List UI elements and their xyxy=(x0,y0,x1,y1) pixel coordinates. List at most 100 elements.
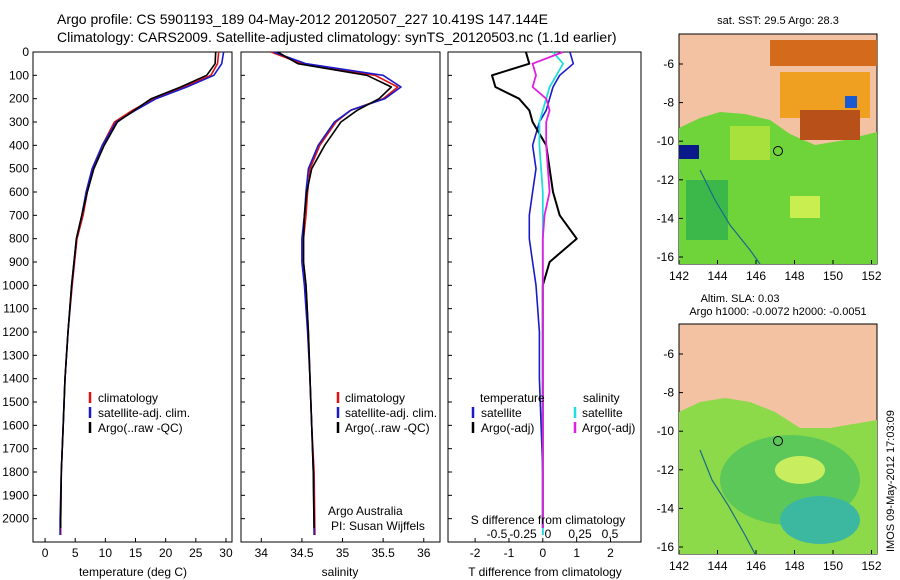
difference-axes xyxy=(447,51,642,543)
map-y-tick-label: -8 xyxy=(663,386,674,400)
sst-map-x-ticks: 142 144 146 148 150 152 xyxy=(669,260,882,283)
sst-cold-pixel xyxy=(679,145,699,159)
sst-sea-patch xyxy=(790,196,820,218)
map-x-tick-label: 142 xyxy=(669,269,689,283)
depth-tick-label: 1100 xyxy=(3,302,29,316)
legend-s-argo: Argo(-adj) xyxy=(582,421,635,435)
temperature-axes xyxy=(32,51,233,543)
legend-temperature-head: temperature xyxy=(480,391,545,405)
depth-tick-label: 500 xyxy=(9,162,29,176)
map-y-tick-label: -10 xyxy=(657,424,675,438)
map-y-tick-label: -12 xyxy=(657,463,675,477)
x-tick-label: 0 xyxy=(42,546,49,560)
x-tick-label: 25 xyxy=(189,546,203,560)
difference-series xyxy=(491,51,578,535)
credit-org: Argo Australia xyxy=(328,504,403,518)
salinity-xlabel: salinity xyxy=(322,565,359,579)
temperature-legend: climatology satellite-adj. clim. Argo(..… xyxy=(88,391,190,435)
x-tick-label: 35.5 xyxy=(371,546,395,560)
sst-map-y-ticks: -6 -8 -10 -12 -14 -16 xyxy=(657,57,683,264)
difference-legend: temperature salinity satellite Argo(-adj… xyxy=(471,391,635,435)
sst-sea-patch xyxy=(686,180,728,240)
depth-tick-label: 400 xyxy=(9,138,29,152)
s-difference-tick-label: 0.25 xyxy=(568,527,592,541)
depth-tick-label: 1200 xyxy=(2,325,29,339)
map-y-tick-label: -14 xyxy=(657,501,675,515)
sst-sea-patch xyxy=(730,126,770,160)
s-difference-tick-label: -0.5 xyxy=(487,527,508,541)
sst-argo-position-marker xyxy=(773,146,783,156)
map-x-tick-label: 148 xyxy=(784,269,804,283)
salinity-series xyxy=(270,51,402,536)
x-tick-label: 1 xyxy=(573,546,580,560)
sla-coastline xyxy=(699,449,756,555)
sst-warm-patch xyxy=(770,40,877,66)
depth-tick-label: 200 xyxy=(9,92,29,106)
header-line1: Argo profile: CS 5901193_189 04-May-2012… xyxy=(57,11,548,27)
t-difference-xlabel: T difference from climatology xyxy=(468,565,622,579)
depth-tick-label: 2000 xyxy=(2,512,29,526)
depth-tick-label: 1000 xyxy=(2,278,29,292)
x-tick-label: 5 xyxy=(72,546,79,560)
map-y-tick-label: -16 xyxy=(657,540,675,554)
map-y-tick-label: -6 xyxy=(663,347,674,361)
sla-map-x-ticks: 142 144 146 148 150 152 xyxy=(669,550,882,573)
x-tick-label: 35 xyxy=(336,546,350,560)
depth-tick-label: 100 xyxy=(9,68,29,82)
legend-t-satellite: satellite xyxy=(481,406,522,420)
depth-tick-label: 1300 xyxy=(2,348,29,362)
header-line2: Climatology: CARS2009. Satellite-adjuste… xyxy=(57,29,617,45)
sst-sea-area xyxy=(679,112,877,264)
legend-salinity-head: salinity xyxy=(583,391,620,405)
legend-argo-raw: Argo(..raw -QC) xyxy=(345,421,430,435)
map-x-tick-label: 146 xyxy=(746,559,766,573)
x-tick-label: 20 xyxy=(159,546,173,560)
depth-tick-label: 1700 xyxy=(2,442,29,456)
map-x-tick-label: 150 xyxy=(823,269,843,283)
s-difference-xlabel: S difference from climatology xyxy=(471,513,626,527)
map-y-tick-label: -10 xyxy=(657,134,675,148)
map-y-tick-label: -14 xyxy=(657,211,675,225)
salinity-axes xyxy=(240,51,441,543)
x-tick-label: 2 xyxy=(607,546,614,560)
sst-map xyxy=(678,33,878,265)
x-tick-label: -2 xyxy=(470,546,481,560)
sla-map-y-ticks: -6 -8 -10 -12 -14 -16 xyxy=(657,347,683,554)
depth-tick-label: 1900 xyxy=(2,488,29,502)
legend-satellite-adj: satellite-adj. clim. xyxy=(345,406,437,420)
sst-warm-patch xyxy=(800,110,860,140)
map-x-tick-label: 150 xyxy=(823,559,843,573)
sla-map-title2: Argo h1000: -0.0072 h2000: -0.0051 xyxy=(689,306,866,318)
s-difference-tick-label: -0.25 xyxy=(509,527,537,541)
depth-tick-label: 900 xyxy=(9,255,29,269)
sla-map-title1: Altim. SLA: 0.03 xyxy=(701,293,780,305)
sst-cold-pixel xyxy=(845,96,857,108)
depth-tick-label: 700 xyxy=(9,208,29,222)
depth-tick-label: 1800 xyxy=(2,465,29,479)
legend-climatology: climatology xyxy=(345,391,405,405)
legend-climatology: climatology xyxy=(98,391,158,405)
sla-sea-anomaly xyxy=(775,456,825,484)
depth-tick-label: 800 xyxy=(9,232,29,246)
depth-tick-label: 300 xyxy=(9,115,29,129)
temperature-xlabel: temperature (deg C) xyxy=(79,565,187,579)
map-x-tick-label: 152 xyxy=(861,269,881,283)
series-line-salinity-argo-adj xyxy=(531,51,564,528)
timestamp: IMOS 09-May-2012 17:03:09 xyxy=(885,410,897,552)
depth-tick-label: 1500 xyxy=(2,395,29,409)
sst-map-title: sat. SST: 29.5 Argo: 28.3 xyxy=(717,15,839,27)
map-x-tick-label: 152 xyxy=(861,559,881,573)
depth-tick-label: 0 xyxy=(22,45,29,59)
map-x-tick-label: 146 xyxy=(746,269,766,283)
depth-tick-label: 1400 xyxy=(2,372,29,386)
x-tick-label: 15 xyxy=(129,546,143,560)
x-tick-label: 36 xyxy=(417,546,431,560)
map-y-tick-label: -8 xyxy=(663,96,674,110)
legend-s-satellite: satellite xyxy=(582,406,623,420)
credit-pi: PI: Susan Wijffels xyxy=(331,519,425,533)
series-line-temperature-satellite xyxy=(528,51,575,535)
sla-argo-position-marker xyxy=(773,436,783,446)
map-x-tick-label: 142 xyxy=(669,559,689,573)
legend-argo-raw: Argo(..raw -QC) xyxy=(98,421,183,435)
legend-t-argo: Argo(-adj) xyxy=(481,421,534,435)
